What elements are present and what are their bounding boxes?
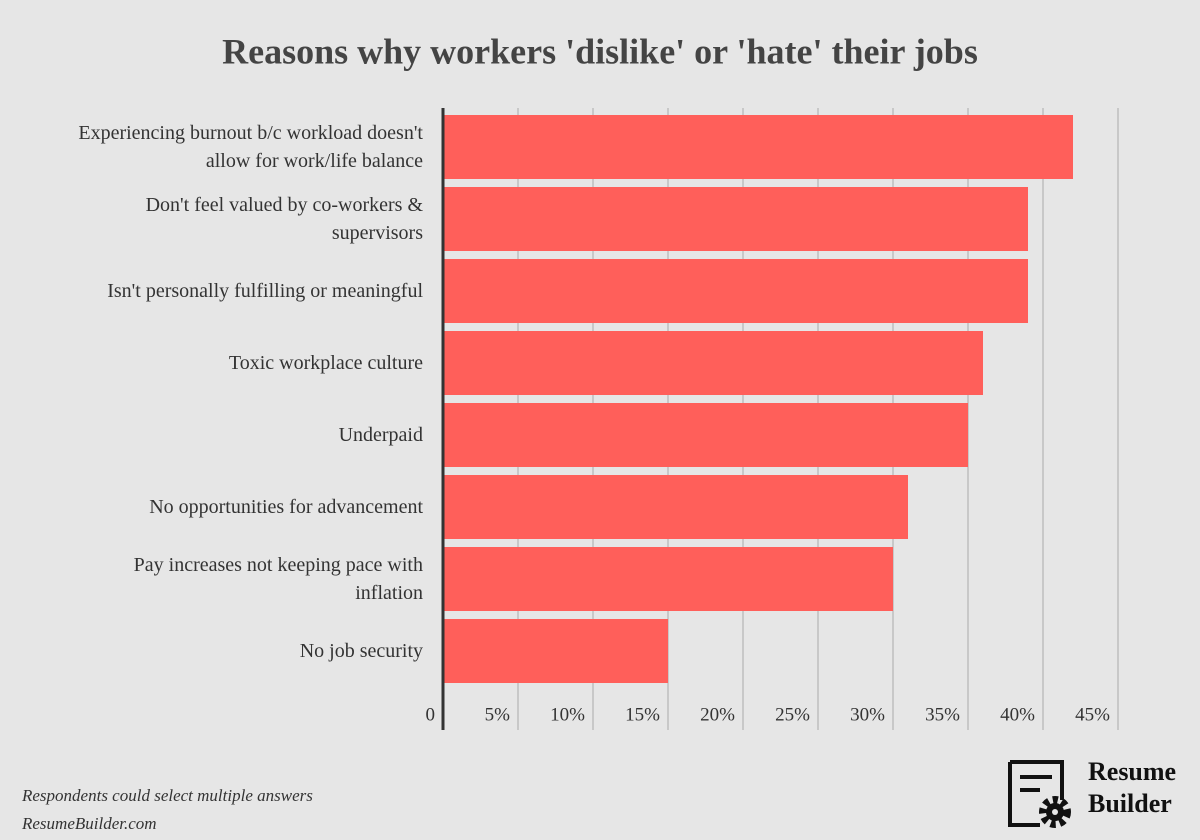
bar [443,547,893,611]
chart-title: Reasons why workers 'dislike' or 'hate' … [222,31,978,71]
x-tick-label: 10% [550,704,585,725]
x-tick-label: 0 [426,704,436,725]
x-tick-label: 25% [775,704,810,725]
bar [443,619,668,683]
x-tick-label: 30% [850,704,885,725]
x-tick-label: 45% [1075,704,1110,725]
bar [443,403,968,467]
logo-icon [1008,760,1071,828]
bar [443,115,1073,179]
y-tick-label: Isn't personally fulfilling or meaningfu… [107,280,423,302]
y-tick-label: Underpaid [338,424,423,446]
footnote: Respondents could select multiple answer… [22,786,313,805]
logo-text: Builder [1088,789,1172,818]
x-tick-label: 15% [625,704,660,725]
y-tick-label: Don't feel valued by co-workers & superv… [145,194,423,244]
y-tick-label: Experiencing burnout b/c workload doesn'… [78,122,423,172]
x-tick-label: 5% [485,704,511,725]
y-tick-label: No job security [299,640,423,662]
y-tick-label: Toxic workplace culture [228,352,423,374]
y-tick-label: No opportunities for advancement [149,496,423,518]
bar [443,259,1028,323]
x-tick-label: 35% [925,704,960,725]
source: ResumeBuilder.com [22,814,157,833]
y-tick-label: Pay increases not keeping pace with infl… [133,554,423,604]
bar [443,475,908,539]
logo-text: Resume [1088,757,1176,786]
bar [443,331,983,395]
x-tick-label: 40% [1000,704,1035,725]
x-tick-label: 20% [700,704,735,725]
bar [443,187,1028,251]
